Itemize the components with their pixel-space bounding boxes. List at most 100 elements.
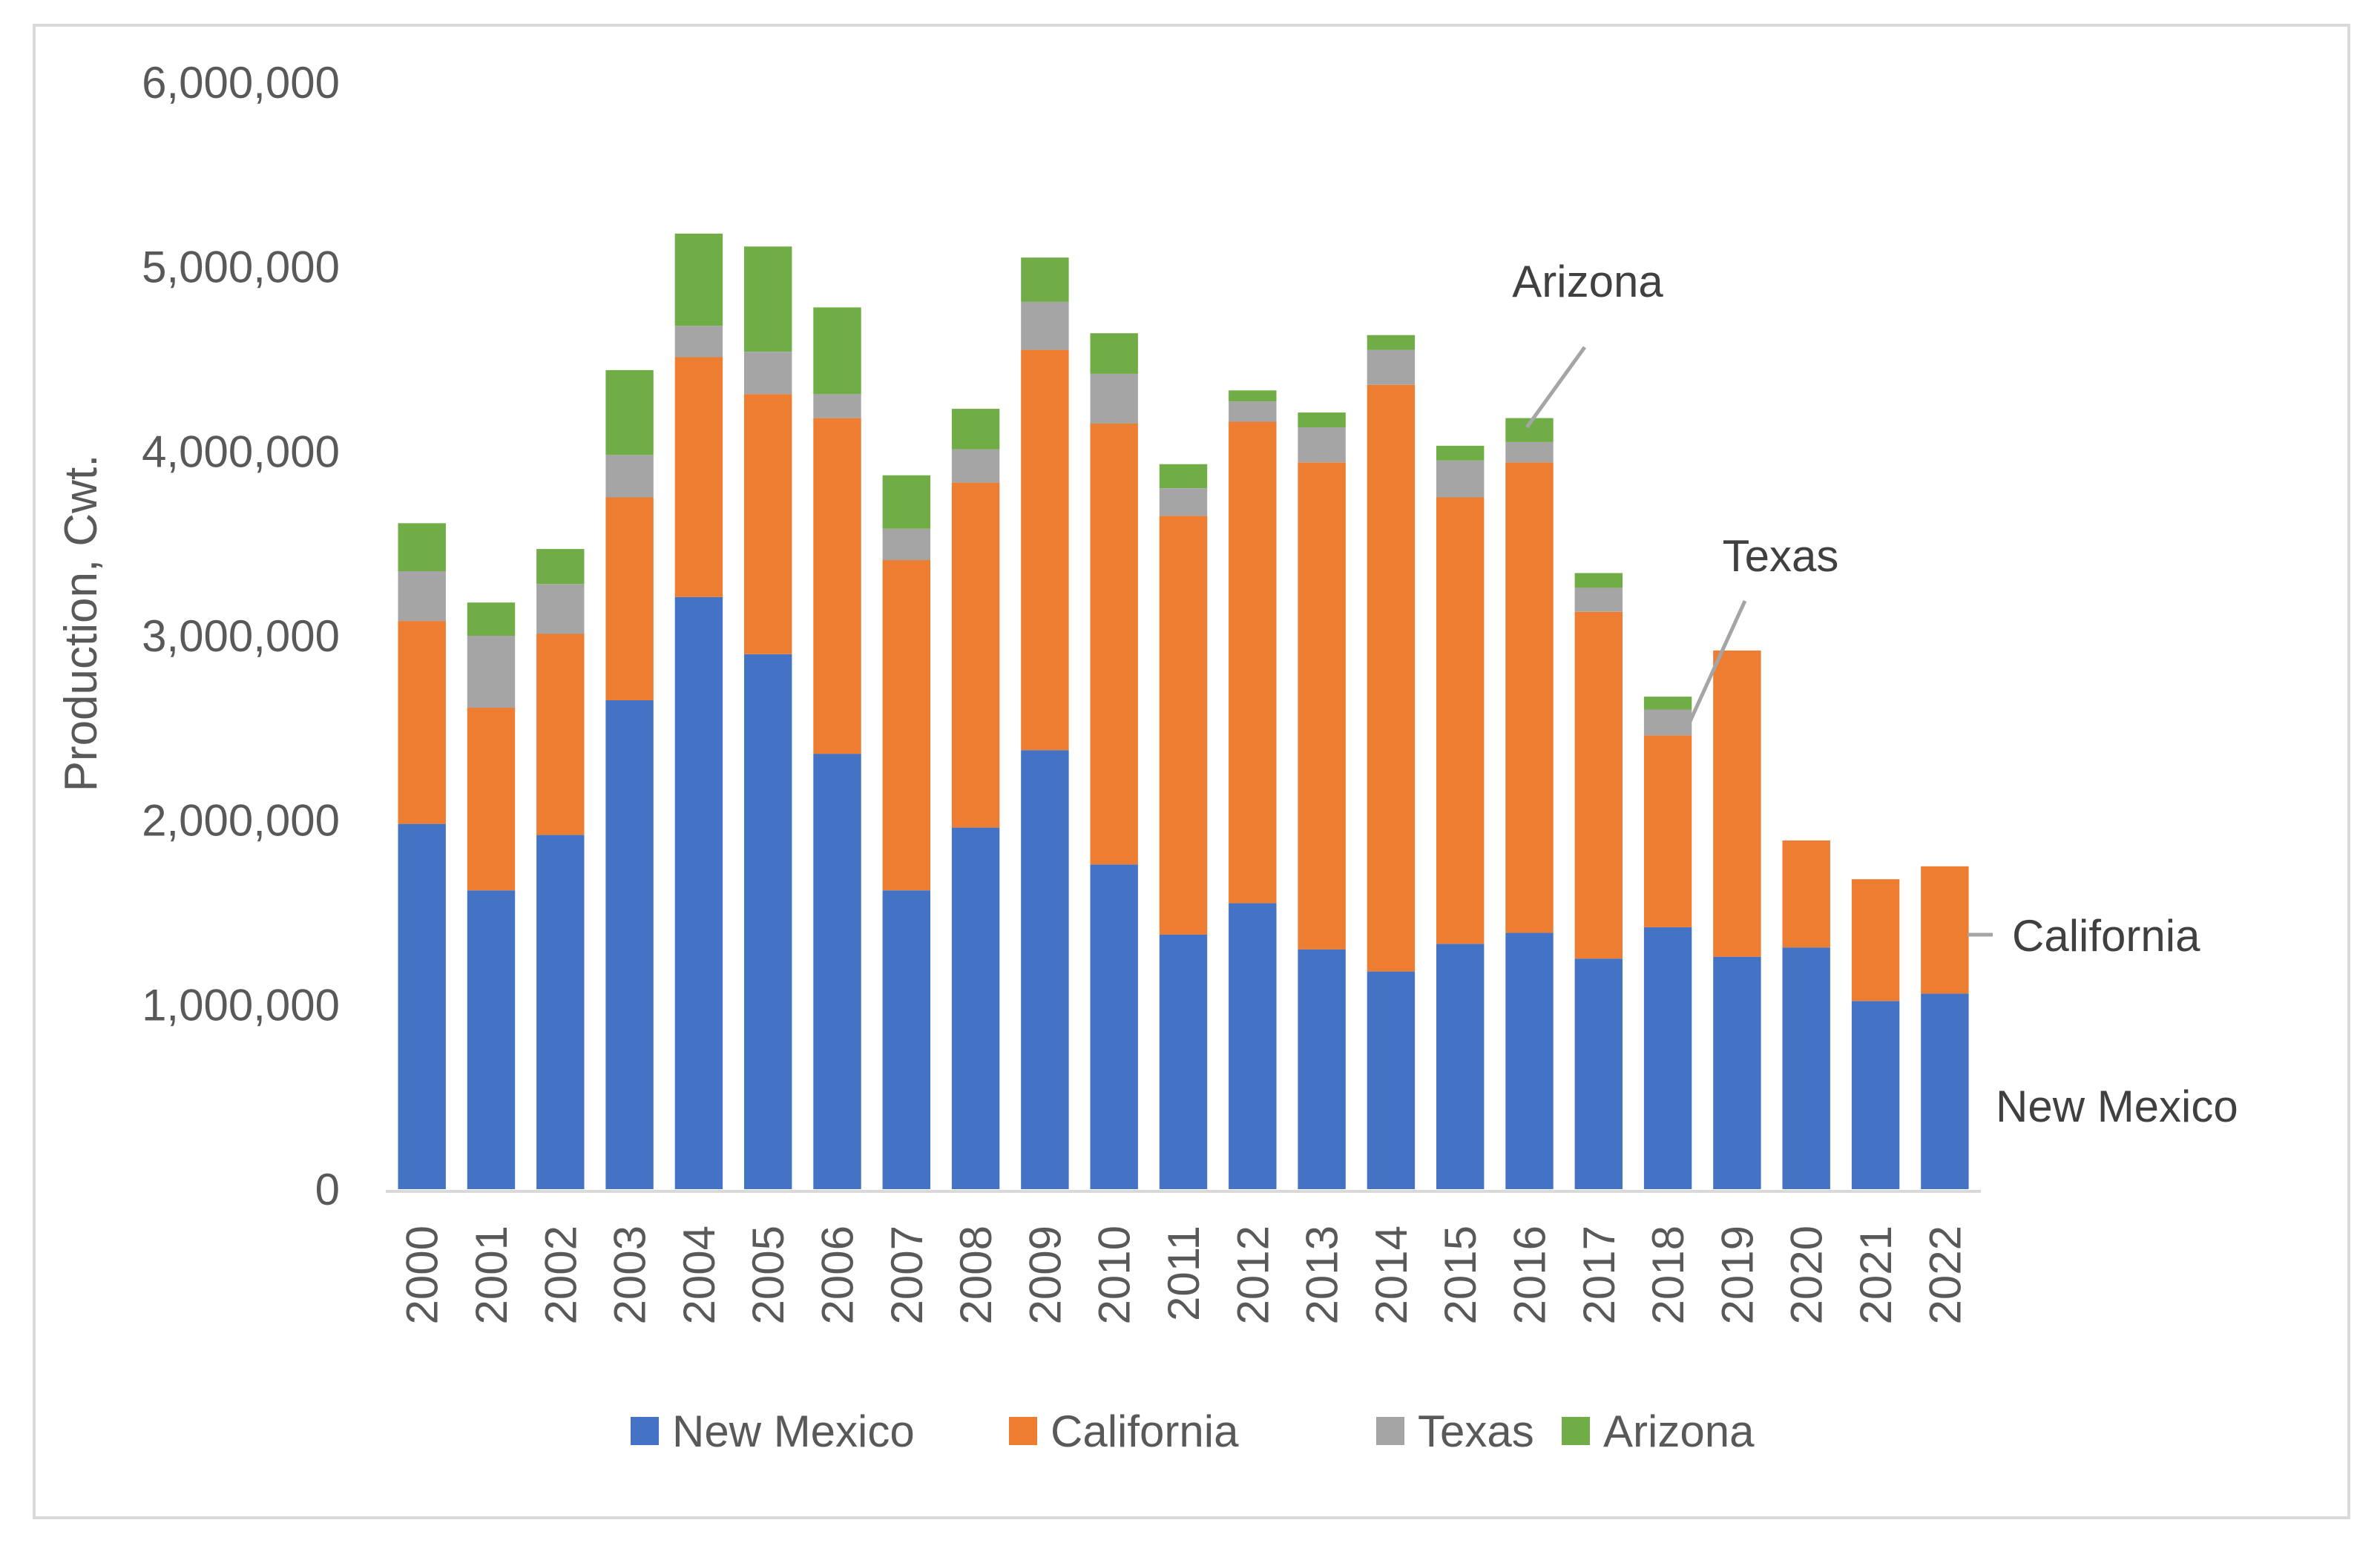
bar-arizona-2000 — [398, 523, 446, 571]
bar-new-mexico-2022 — [1921, 993, 1969, 1189]
bar-california-2018 — [1643, 735, 1692, 927]
y-tick-label: 5,000,000 — [142, 243, 340, 292]
annotation-new-mexico: New Mexico — [1996, 1082, 2238, 1131]
legend-swatch-california — [1009, 1417, 1037, 1445]
bar-arizona-2008 — [951, 409, 1000, 450]
bar-arizona-2004 — [674, 233, 723, 326]
x-tick-label: 2019 — [1712, 1225, 1762, 1324]
x-tick-label: 2016 — [1505, 1225, 1555, 1324]
bar-california-2021 — [1851, 879, 1900, 1001]
y-tick-label: 4,000,000 — [142, 427, 340, 476]
bar-new-mexico-2013 — [1298, 949, 1346, 1189]
bar-texas-2003 — [605, 455, 654, 498]
bar-arizona-2001 — [467, 602, 516, 636]
bar-texas-2004 — [674, 326, 723, 358]
bar-arizona-2010 — [1090, 333, 1138, 374]
bar-arizona-2007 — [882, 475, 930, 529]
bar-arizona-2012 — [1229, 390, 1277, 402]
bar-california-2006 — [813, 418, 861, 754]
bar-arizona-2018 — [1643, 697, 1692, 710]
bar-california-2003 — [605, 497, 654, 700]
y-tick-label: 2,000,000 — [142, 796, 340, 846]
x-tick-label: 2000 — [398, 1225, 447, 1324]
x-tick-label: 2012 — [1228, 1225, 1278, 1324]
y-tick-label: 0 — [315, 1165, 340, 1214]
legend-swatch-new-mexico — [631, 1417, 659, 1445]
bar-texas-2017 — [1574, 588, 1623, 612]
bar-texas-2001 — [467, 636, 516, 708]
bar-new-mexico-2009 — [1021, 750, 1069, 1189]
legend: New Mexico California Texas Arizona — [631, 1407, 1755, 1456]
bar-texas-2012 — [1229, 401, 1277, 422]
bar-arizona-2014 — [1367, 335, 1416, 350]
annotation-arizona: Arizona — [1512, 257, 1663, 306]
legend-label-california: California — [1051, 1407, 1239, 1456]
bar-texas-2000 — [398, 571, 446, 622]
bar-new-mexico-2007 — [882, 890, 930, 1189]
bar-new-mexico-2001 — [467, 890, 516, 1189]
legend-label-new-mexico: New Mexico — [672, 1407, 915, 1456]
bar-texas-2008 — [951, 449, 1000, 483]
y-axis-title: Production, Cwt. — [56, 455, 107, 792]
bar-texas-2009 — [1021, 301, 1069, 350]
bar-california-2000 — [398, 621, 446, 824]
bar-new-mexico-2003 — [605, 700, 654, 1189]
annotation-leader-arizona — [1525, 346, 1587, 429]
x-tick-label: 2005 — [743, 1225, 793, 1324]
bar-california-2016 — [1505, 462, 1554, 933]
bar-california-2010 — [1090, 424, 1138, 865]
bar-arizona-2011 — [1159, 464, 1208, 488]
bar-texas-2002 — [536, 584, 585, 634]
bar-texas-2011 — [1159, 488, 1208, 516]
x-tick-label: 2002 — [536, 1225, 585, 1324]
bar-new-mexico-2016 — [1505, 932, 1554, 1189]
bar-texas-2010 — [1090, 373, 1138, 424]
bar-texas-2015 — [1436, 460, 1485, 498]
bar-texas-2006 — [813, 394, 861, 418]
x-tick-label: 2011 — [1159, 1225, 1209, 1321]
bar-california-2017 — [1574, 611, 1623, 959]
bar-california-2014 — [1367, 384, 1416, 972]
bar-new-mexico-2006 — [813, 754, 861, 1189]
bar-california-2015 — [1436, 497, 1485, 944]
bar-california-2008 — [951, 482, 1000, 828]
x-tick-label: 2008 — [951, 1225, 1001, 1324]
bar-new-mexico-2012 — [1229, 903, 1277, 1189]
bar-california-2002 — [536, 634, 585, 835]
bar-arizona-2002 — [536, 549, 585, 585]
bar-arizona-2005 — [744, 246, 792, 352]
x-tick-label: 2001 — [467, 1225, 516, 1324]
legend-label-texas: Texas — [1418, 1407, 1534, 1456]
bar-texas-2013 — [1298, 427, 1346, 463]
bar-california-2019 — [1713, 650, 1761, 957]
bar-california-2001 — [467, 708, 516, 891]
bar-arizona-2015 — [1436, 445, 1485, 461]
x-tick-label: 2013 — [1298, 1225, 1347, 1324]
legend-swatch-arizona — [1562, 1417, 1590, 1445]
bar-texas-2016 — [1505, 441, 1554, 463]
bar-new-mexico-2010 — [1090, 864, 1138, 1189]
bar-texas-2014 — [1367, 349, 1416, 385]
bar-arizona-2009 — [1021, 257, 1069, 302]
x-tick-label: 2010 — [1090, 1225, 1140, 1324]
bar-new-mexico-2020 — [1782, 947, 1830, 1189]
legend-swatch-texas — [1376, 1417, 1404, 1445]
bar-new-mexico-2014 — [1367, 971, 1416, 1189]
bar-new-mexico-2005 — [744, 654, 792, 1189]
annotation-california: California — [2012, 911, 2200, 961]
y-tick-label: 6,000,000 — [142, 58, 340, 108]
bar-new-mexico-2008 — [951, 827, 1000, 1189]
bar-new-mexico-2017 — [1574, 958, 1623, 1189]
bar-arizona-2013 — [1298, 412, 1346, 427]
x-tick-label: 2022 — [1920, 1225, 1970, 1324]
annotation-texas: Texas — [1723, 531, 1839, 581]
x-tick-label: 2021 — [1851, 1225, 1901, 1324]
annotation-leader-texas — [1682, 599, 1747, 736]
x-tick-label: 2015 — [1436, 1225, 1485, 1324]
bar-new-mexico-2011 — [1159, 934, 1208, 1189]
bar-arizona-2017 — [1574, 573, 1623, 588]
y-tick-label: 3,000,000 — [142, 611, 340, 661]
bar-california-2013 — [1298, 462, 1346, 950]
bar-texas-2005 — [744, 352, 792, 395]
